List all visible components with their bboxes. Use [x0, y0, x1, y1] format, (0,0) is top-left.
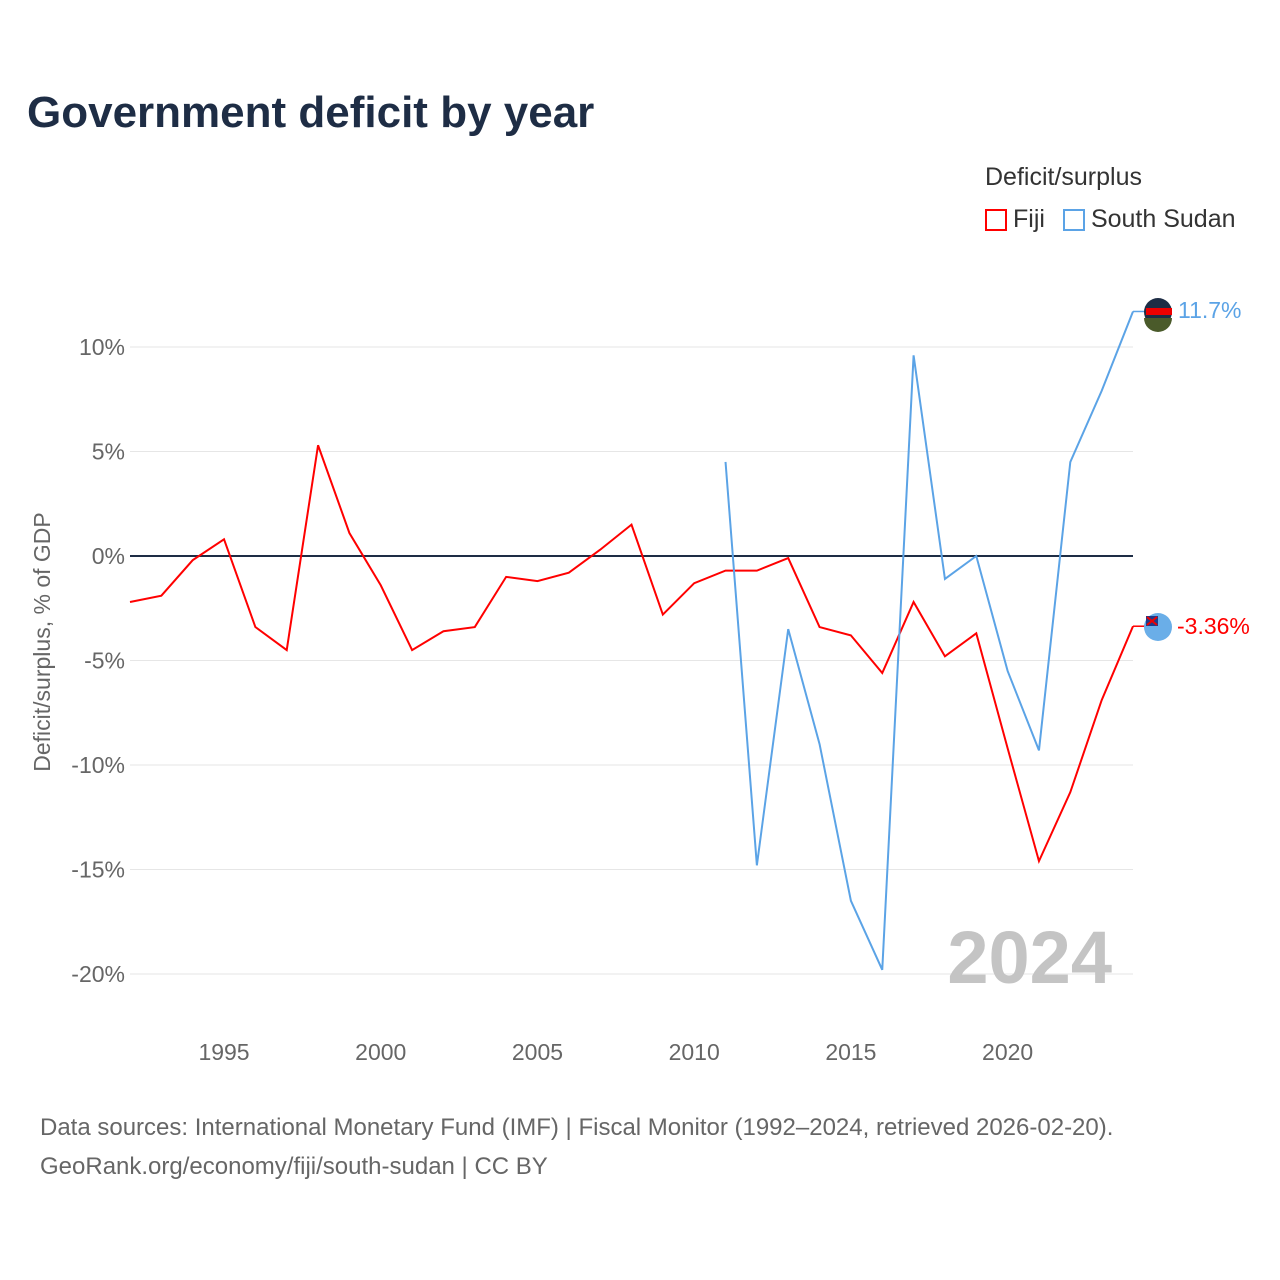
data-point	[1100, 389, 1104, 393]
data-point	[818, 742, 822, 746]
data-point	[128, 600, 132, 604]
data-point	[912, 600, 916, 604]
source-line-1: Data sources: International Monetary Fun…	[40, 1114, 1114, 1141]
legend-label-fiji: Fiji	[1013, 205, 1045, 233]
end-marker-fiji: -3.36%	[1144, 613, 1250, 641]
data-point	[786, 556, 790, 560]
data-point	[692, 581, 696, 585]
data-point	[316, 443, 320, 447]
end-label-south-sudan: 11.7%	[1178, 297, 1242, 323]
legend: Fiji South Sudan	[985, 205, 1236, 234]
data-point	[379, 583, 383, 587]
data-point	[849, 899, 853, 903]
data-point	[473, 625, 477, 629]
data-point	[880, 671, 884, 675]
chart-title: Government deficit by year	[27, 88, 595, 137]
data-point	[724, 569, 728, 573]
y-tick-label: -10%	[71, 752, 125, 778]
data-point	[504, 575, 508, 579]
data-point	[222, 537, 226, 541]
y-tick-label: 5%	[92, 439, 125, 465]
data-point	[1037, 859, 1041, 863]
y-tick-label: 10%	[79, 334, 125, 360]
x-tick-label: 2000	[355, 1039, 406, 1065]
data-point	[912, 353, 916, 357]
data-point	[755, 569, 759, 573]
x-tick-label: 2015	[825, 1039, 876, 1065]
legend-item-south-sudan[interactable]: South Sudan	[1062, 205, 1236, 234]
series-line-south-sudan	[724, 311, 1134, 971]
data-point	[943, 654, 947, 658]
data-point	[786, 627, 790, 631]
legend-title: Deficit/surplus	[985, 163, 1142, 191]
data-point	[1068, 790, 1072, 794]
x-tick-label: 2020	[982, 1039, 1033, 1065]
data-point	[535, 579, 539, 583]
data-point	[159, 594, 163, 598]
data-point	[724, 460, 728, 464]
data-point	[630, 523, 634, 527]
legend-item-fiji[interactable]: Fiji	[985, 205, 1045, 234]
source-note: Data sources: International Monetary Fun…	[40, 1108, 1113, 1186]
data-point	[755, 863, 759, 867]
watermark-year: 2024	[947, 916, 1112, 999]
data-point	[1006, 669, 1010, 673]
data-point	[253, 625, 257, 629]
data-point	[818, 625, 822, 629]
data-point	[974, 554, 978, 558]
data-point	[410, 648, 414, 652]
y-tick-label: -5%	[84, 648, 125, 674]
data-point	[347, 531, 351, 535]
data-point	[598, 548, 602, 552]
legend-swatch-south-sudan	[1062, 208, 1085, 231]
data-point	[880, 968, 884, 972]
x-tick-label: 2010	[669, 1039, 720, 1065]
data-point	[567, 571, 571, 575]
y-tick-label: 0%	[92, 543, 125, 569]
x-tick-label: 2005	[512, 1039, 563, 1065]
legend-label-south-sudan: South Sudan	[1090, 205, 1236, 233]
end-marker-south-sudan: 11.7%	[1144, 297, 1242, 332]
data-point	[285, 648, 289, 652]
series-line-fiji	[129, 444, 1134, 865]
y-tick-label: -20%	[71, 961, 125, 987]
x-tick-label: 1995	[198, 1039, 249, 1065]
y-axis-label: Deficit/surplus, % of GDP	[29, 512, 55, 771]
flag-cross	[1146, 616, 1158, 626]
data-point	[441, 629, 445, 633]
flag-stripe	[1144, 318, 1172, 332]
data-point	[1068, 460, 1072, 464]
data-point	[1006, 746, 1010, 750]
legend-swatch-fiji	[985, 208, 1007, 231]
data-point	[1037, 748, 1041, 752]
data-point	[849, 633, 853, 637]
flag-stripe	[1146, 308, 1172, 315]
y-tick-label: -15%	[71, 857, 125, 883]
data-point	[661, 613, 665, 617]
source-line-2[interactable]: GeoRank.org/economy/fiji/south-sudan | C…	[40, 1153, 548, 1180]
data-point	[1100, 698, 1104, 702]
data-point	[943, 577, 947, 581]
end-label-fiji: -3.36%	[1177, 613, 1250, 639]
data-point	[191, 558, 195, 562]
data-point	[974, 631, 978, 635]
